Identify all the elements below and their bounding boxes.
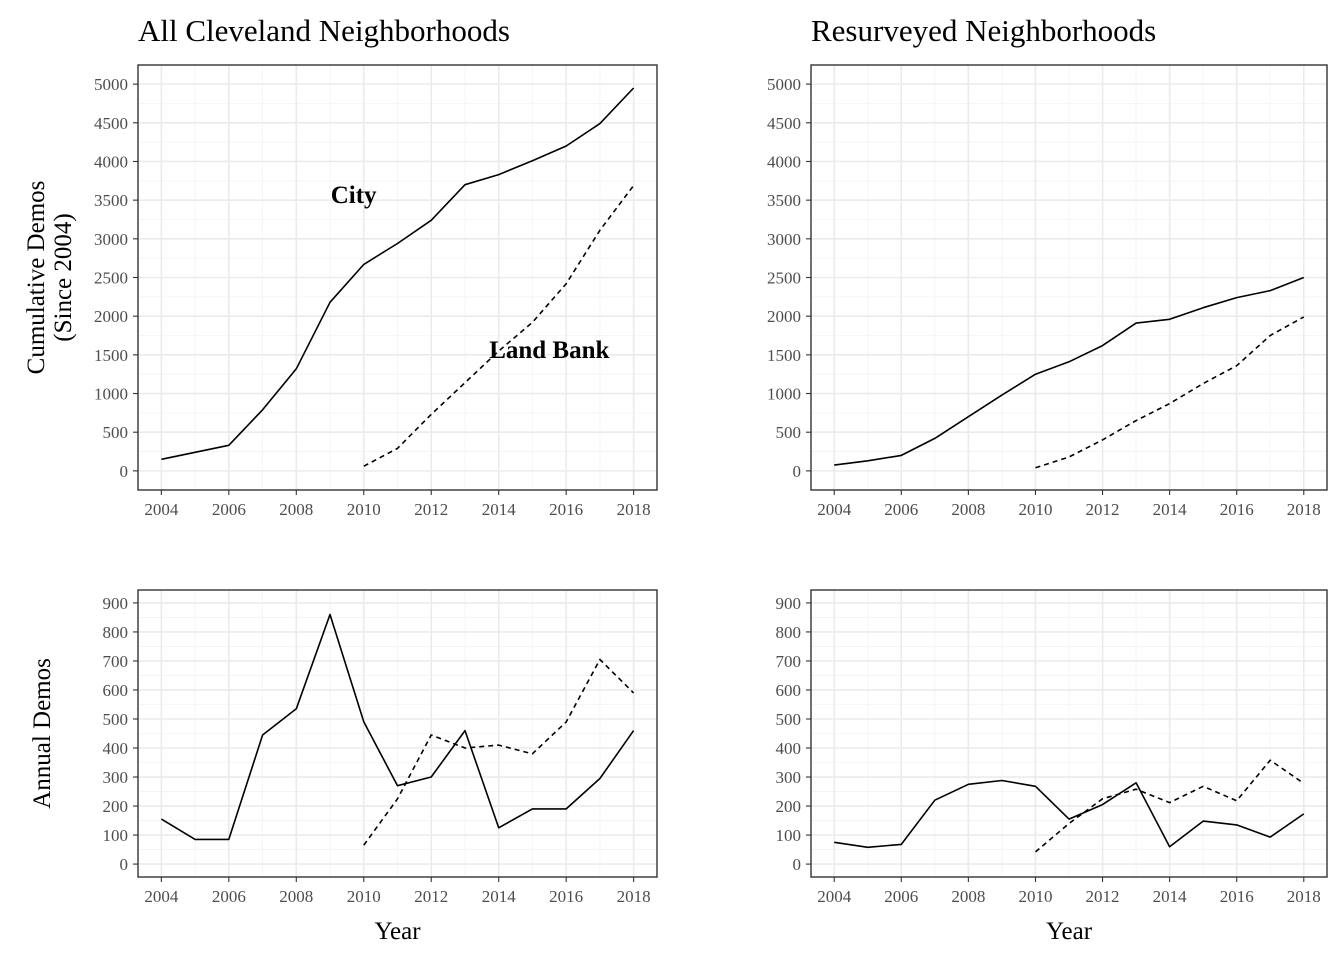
chart-panel-top-left: 2004 2006 2008 2010 2012 2014 2016 2018 0 500 1000… xyxy=(23,13,658,519)
y-tick-label: 500 xyxy=(103,423,129,442)
y-tick-label: 5000 xyxy=(767,75,801,94)
y-tick-label: 100 xyxy=(103,826,129,845)
x-tick-label: 2010 xyxy=(1018,887,1052,906)
y-tick-label: 0 xyxy=(120,462,129,481)
y-tick-label: 1500 xyxy=(94,346,128,365)
y-tick-label: 900 xyxy=(776,594,802,613)
series-annotation: City xyxy=(331,182,377,209)
x-tick-label: 2010 xyxy=(1018,500,1052,519)
y-axis-title: (Since 2004) xyxy=(50,213,77,341)
series-annotation: Land Bank xyxy=(489,337,609,364)
y-tick-label: 800 xyxy=(776,623,802,642)
x-tick-label: 2012 xyxy=(1086,887,1120,906)
x-tick-label: 2016 xyxy=(1220,500,1254,519)
x-tick-label: 2006 xyxy=(884,500,918,519)
y-tick-label: 0 xyxy=(120,855,129,874)
y-tick-label: 700 xyxy=(103,652,129,671)
x-tick-label: 2008 xyxy=(951,500,985,519)
y-tick-label: 500 xyxy=(776,710,802,729)
x-tick-label: 2004 xyxy=(817,500,852,519)
x-tick-label: 2004 xyxy=(817,887,852,906)
y-axis-title: Annual Demos xyxy=(29,658,56,809)
x-tick-label: 2006 xyxy=(212,887,246,906)
chart-panel-top-right: 2004 2006 2008 2010 2012 2014 2016 2018 0 500 1000… xyxy=(767,13,1328,519)
panel-border xyxy=(137,589,658,878)
y-tick-label: 300 xyxy=(776,768,802,787)
x-tick-label: 2016 xyxy=(549,500,583,519)
x-tick-label: 2006 xyxy=(212,500,246,519)
x-tick-label: 2014 xyxy=(1153,500,1188,519)
y-tick-label: 700 xyxy=(776,652,802,671)
y-tick-label: 600 xyxy=(776,681,802,700)
y-tick-label: 1000 xyxy=(94,385,128,404)
y-tick-label: 2000 xyxy=(767,307,801,326)
y-tick-label: 400 xyxy=(776,739,802,758)
y-tick-label: 200 xyxy=(103,797,129,816)
x-tick-label: 2014 xyxy=(482,500,517,519)
x-tick-label: 2012 xyxy=(414,500,448,519)
x-axis-title: Year xyxy=(1046,918,1093,945)
y-tick-label: 3500 xyxy=(94,191,128,210)
series-line-dashed xyxy=(1034,759,1305,853)
y-tick-label: 4500 xyxy=(767,114,801,133)
x-axis-title: Year xyxy=(374,918,421,945)
y-tick-label: 400 xyxy=(103,739,129,758)
x-tick-label: 2018 xyxy=(1287,887,1321,906)
y-tick-label: 2500 xyxy=(767,269,801,288)
y-tick-label: 500 xyxy=(776,423,802,442)
y-tick-label: 4000 xyxy=(767,152,801,171)
panel-title: All Cleveland Neighborhoods xyxy=(138,13,510,48)
chart-panel-bottom-right: 2004 2006 2008 2010 2012 2014 2016 2018 0 100 200 3… xyxy=(776,589,1328,945)
chart-panel-bottom-left: 2004 2006 2008 2010 2012 2014 2016 2018 0 100 200 3… xyxy=(29,589,658,945)
x-tick-label: 2016 xyxy=(549,887,583,906)
y-tick-label: 900 xyxy=(103,594,129,613)
y-tick-label: 100 xyxy=(776,826,802,845)
panel-border xyxy=(810,589,1328,878)
series-line-solid xyxy=(161,87,635,461)
x-tick-label: 2008 xyxy=(279,887,313,906)
x-tick-label: 2016 xyxy=(1220,887,1254,906)
y-tick-label: 0 xyxy=(793,855,802,874)
x-tick-label: 2004 xyxy=(144,887,179,906)
y-tick-label: 2000 xyxy=(94,307,128,326)
y-tick-label: 2500 xyxy=(94,269,128,288)
y-tick-label: 500 xyxy=(103,710,129,729)
x-tick-label: 2006 xyxy=(884,887,918,906)
y-axis-title: Cumulative Demos xyxy=(23,181,50,375)
x-tick-label: 2014 xyxy=(482,887,517,906)
y-tick-label: 5000 xyxy=(94,75,128,94)
y-tick-label: 4000 xyxy=(94,152,128,171)
y-tick-label: 0 xyxy=(793,462,802,481)
panel-title: Resurveyed Neighborhoods xyxy=(811,13,1156,48)
series-line-dashed xyxy=(363,185,635,467)
y-tick-label: 1000 xyxy=(767,385,801,404)
x-tick-label: 2008 xyxy=(951,887,985,906)
x-tick-label: 2018 xyxy=(1287,500,1321,519)
x-tick-label: 2014 xyxy=(1153,887,1188,906)
y-tick-label: 4500 xyxy=(94,114,128,133)
y-tick-label: 800 xyxy=(103,623,129,642)
y-tick-label: 200 xyxy=(776,797,802,816)
y-tick-label: 3000 xyxy=(767,230,801,249)
y-tick-label: 1500 xyxy=(767,346,801,365)
x-tick-label: 2010 xyxy=(347,887,381,906)
x-tick-label: 2008 xyxy=(279,500,313,519)
series-line-dashed xyxy=(1035,316,1305,469)
series-line-solid xyxy=(834,276,1305,466)
series-line-dashed xyxy=(363,658,635,846)
x-tick-label: 2012 xyxy=(414,887,448,906)
x-tick-label: 2012 xyxy=(1086,500,1120,519)
y-tick-label: 300 xyxy=(103,768,129,787)
y-tick-label: 3000 xyxy=(94,230,128,249)
x-tick-label: 2018 xyxy=(617,500,651,519)
series-line-solid xyxy=(160,613,635,841)
x-tick-label: 2010 xyxy=(347,500,381,519)
x-tick-label: 2018 xyxy=(617,887,651,906)
x-tick-label: 2004 xyxy=(144,500,179,519)
series-line-solid xyxy=(834,779,1305,849)
y-tick-label: 600 xyxy=(103,681,129,700)
y-tick-label: 3500 xyxy=(767,191,801,210)
